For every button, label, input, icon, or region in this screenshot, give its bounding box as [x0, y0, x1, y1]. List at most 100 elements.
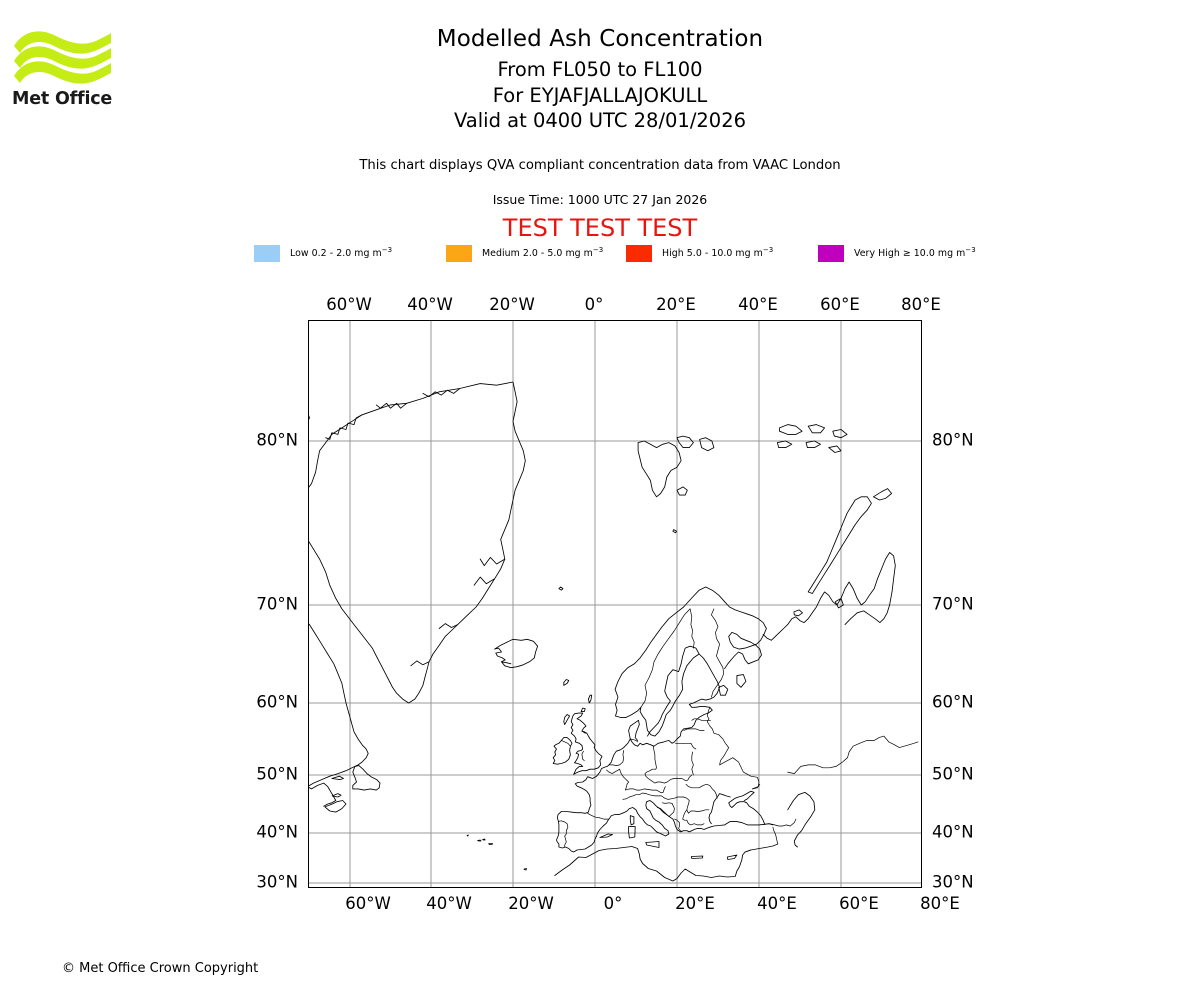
lon-label-bottom: 60°E	[839, 894, 879, 913]
coastline-path	[331, 775, 344, 781]
coastline-path	[793, 609, 803, 617]
legend-swatch	[254, 244, 280, 262]
coastline-path	[488, 843, 493, 845]
coastline-path	[410, 660, 430, 667]
lat-label-right: 50°N	[932, 764, 974, 784]
met-office-logo-text: Met Office	[12, 89, 113, 109]
coastline-path	[718, 684, 729, 696]
border-path	[661, 802, 675, 818]
coastline-path	[807, 424, 826, 434]
legend-item-high: High 5.0 - 10.0 mg m−3	[626, 243, 773, 263]
coastline-path	[309, 623, 369, 807]
coastline-path	[676, 486, 688, 496]
border-path	[691, 718, 711, 721]
lat-label-left: 70°N	[256, 594, 298, 614]
valid-time: Valid at 0400 UTC 28/01/2026	[453, 109, 747, 132]
concentration-legend: Low 0.2 - 2.0 mg m−3 Medium 2.0 - 5.0 mg …	[254, 243, 994, 263]
coastline-path	[331, 793, 342, 798]
lon-label-bottom: 60°W	[345, 894, 391, 913]
border-path	[587, 812, 609, 820]
coastline-path	[762, 552, 896, 641]
lon-label-top: 40°W	[407, 295, 453, 314]
coastline-path	[776, 440, 793, 449]
coastline-path	[325, 414, 363, 440]
coastline-path	[587, 694, 593, 704]
legend-label: High 5.0 - 10.0 mg m−3	[662, 245, 774, 259]
coastline-path	[422, 388, 461, 398]
coastline-path	[637, 440, 682, 498]
lon-label-top: 20°E	[656, 295, 696, 314]
border-path	[683, 796, 710, 814]
lat-label-left: 60°N	[256, 692, 298, 712]
lon-label-top: 0°	[584, 295, 604, 314]
copyright-notice: © Met Office Crown Copyright	[62, 961, 259, 976]
met-office-logo: Met Office	[12, 26, 116, 114]
coastline-path	[728, 790, 766, 825]
lat-label-right: 40°N	[932, 822, 974, 842]
border-path	[685, 783, 718, 799]
coastline-path	[479, 556, 506, 567]
legend-item-very-high: Very High ≥ 10.0 mg m−3	[818, 243, 976, 263]
coastline-path	[309, 381, 526, 704]
lon-label-bottom: 20°E	[675, 894, 715, 913]
coastline-path	[628, 653, 721, 747]
coastline-path	[614, 586, 767, 717]
coastline-path	[554, 846, 752, 882]
legend-item-medium: Medium 2.0 - 5.0 mg m−3	[446, 243, 603, 263]
legend-swatch	[818, 244, 844, 262]
border-path	[689, 608, 695, 649]
coastline-path	[473, 576, 496, 586]
coastline-path	[599, 833, 614, 838]
lat-label-right: 80°N	[932, 430, 974, 450]
lat-label-right: 70°N	[932, 594, 974, 614]
test-banner: TEST TEST TEST	[502, 214, 698, 242]
map-canvas	[309, 321, 921, 887]
legend-label: Very High ≥ 10.0 mg m−3	[854, 245, 976, 259]
coastline-path	[676, 435, 694, 449]
issue-time: Issue Time: 1000 UTC 27 Jan 2026	[492, 192, 708, 207]
coastline-path	[828, 445, 842, 453]
volcano-name: For EYJAFJALLAJOKULL	[492, 83, 708, 107]
legend-label: Low 0.2 - 2.0 mg m−3	[290, 245, 393, 259]
legend-swatch	[446, 244, 472, 262]
coastline-path	[570, 712, 603, 775]
coastline-path	[375, 402, 408, 409]
border-path	[674, 818, 683, 833]
page-title: Modelled Ash Concentration	[436, 26, 764, 52]
lon-label-bottom: 40°W	[426, 894, 472, 913]
lon-label-top: 40°E	[738, 295, 778, 314]
lon-label-bottom: 40°E	[757, 894, 797, 913]
lon-label-top: 20°W	[489, 295, 535, 314]
lon-label-bottom: 80°E	[920, 894, 960, 913]
lat-label-left: 50°N	[256, 764, 298, 784]
coastline-path	[563, 714, 571, 726]
coastline-path	[352, 765, 381, 791]
coastline-path	[736, 674, 747, 688]
coastline-path	[324, 800, 347, 813]
border-path	[581, 730, 588, 734]
map-country-borders	[558, 608, 919, 853]
map-coastlines	[309, 381, 896, 882]
coastline-path	[805, 440, 821, 449]
legend-swatch	[626, 244, 652, 262]
border-path	[663, 774, 693, 784]
border-path	[752, 783, 761, 790]
border-path	[644, 768, 665, 784]
coastline-path	[477, 839, 482, 842]
border-path	[608, 750, 625, 766]
coastline-path	[779, 424, 803, 435]
lat-label-right: 30°N	[932, 872, 974, 892]
coastline-path	[628, 826, 636, 839]
coastline-path	[523, 868, 527, 871]
lat-label-left: 40°N	[256, 822, 298, 842]
met-office-wave-icon	[14, 31, 111, 84]
border-path	[651, 794, 684, 800]
coastline-path	[552, 737, 573, 765]
coastline-path	[645, 841, 660, 848]
lat-label-left: 80°N	[256, 430, 298, 450]
coastline-path	[501, 661, 512, 665]
map-gridlines	[309, 321, 921, 887]
border-path	[640, 608, 691, 708]
map-plot-frame	[308, 320, 922, 888]
map-container: 60°W 60°W 40°W 40°W 20°W 20°W 0° 0° 20°E 20°E 40°E…	[256, 295, 973, 913]
